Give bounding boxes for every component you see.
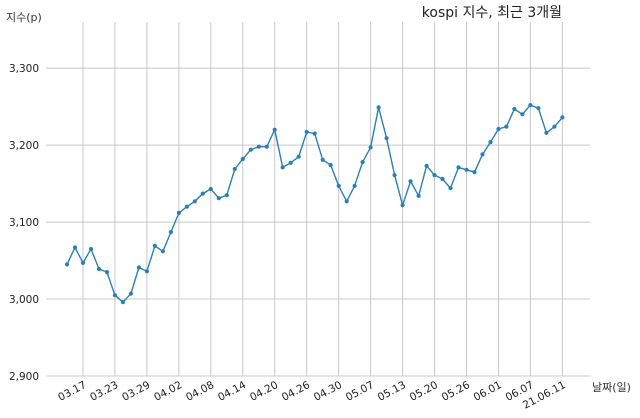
x-tick-label: 06.01 bbox=[472, 379, 504, 404]
data-point bbox=[64, 262, 70, 267]
series-layer bbox=[64, 103, 565, 305]
x-tick-label: 04.14 bbox=[216, 379, 248, 404]
data-point bbox=[152, 243, 157, 248]
y-tick-label: 2,900 bbox=[9, 371, 39, 383]
data-point bbox=[560, 115, 565, 120]
data-point bbox=[72, 245, 78, 250]
x-tick-label: 05.26 bbox=[440, 379, 472, 404]
data-point bbox=[440, 176, 445, 182]
x-tick-label: 04.26 bbox=[280, 379, 312, 404]
data-point bbox=[328, 163, 333, 168]
grid-lines bbox=[46, 22, 590, 377]
x-tick-label: 05.20 bbox=[408, 379, 440, 404]
data-point bbox=[472, 170, 477, 175]
data-point bbox=[464, 167, 469, 172]
data-point bbox=[240, 156, 245, 162]
data-point bbox=[200, 191, 205, 196]
y-axis-label: 지수(p) bbox=[6, 11, 42, 24]
data-point bbox=[80, 260, 86, 265]
data-point bbox=[520, 112, 525, 117]
data-point bbox=[96, 266, 102, 272]
data-point bbox=[336, 183, 341, 188]
x-tick-label: 05.07 bbox=[344, 379, 376, 404]
x-tick-label: 04.30 bbox=[312, 379, 344, 404]
data-point bbox=[272, 127, 277, 132]
x-tick-labels: 03.17 03.23 03.29 04.02 04.08 04.14 04.20 04.26… bbox=[56, 379, 568, 412]
data-point bbox=[168, 230, 173, 235]
data-point bbox=[320, 157, 325, 162]
data-point bbox=[248, 147, 253, 152]
data-point bbox=[368, 145, 373, 150]
data-point bbox=[512, 106, 517, 112]
data-point bbox=[208, 186, 213, 192]
x-tick-label: 04.20 bbox=[248, 379, 280, 404]
data-point bbox=[216, 196, 221, 201]
y-tick-label: 3,100 bbox=[9, 217, 39, 229]
data-point bbox=[488, 140, 493, 145]
y-tick-label: 3,200 bbox=[9, 140, 39, 152]
data-point bbox=[144, 269, 149, 274]
x-tick-label: 04.02 bbox=[152, 379, 184, 404]
data-point bbox=[392, 173, 397, 178]
y-tick-labels: 2,900 3,000 3,100 3,200 3,300 bbox=[9, 63, 39, 383]
data-point bbox=[360, 160, 365, 165]
data-point bbox=[424, 163, 429, 168]
data-point bbox=[136, 265, 141, 270]
data-point bbox=[280, 165, 285, 170]
x-axis-label: 날짜(일) bbox=[592, 380, 631, 394]
x-tick-label: 03.17 bbox=[56, 379, 88, 404]
data-point bbox=[120, 300, 125, 305]
data-point bbox=[176, 210, 181, 215]
data-point bbox=[232, 166, 237, 172]
data-point bbox=[128, 291, 133, 296]
data-point bbox=[296, 154, 301, 159]
data-point bbox=[224, 193, 229, 198]
data-point bbox=[184, 204, 189, 209]
x-tick-label: 03.29 bbox=[120, 379, 152, 404]
data-point bbox=[416, 193, 421, 198]
data-point bbox=[408, 179, 413, 184]
x-tick-label: 04.08 bbox=[184, 379, 216, 404]
data-point bbox=[480, 152, 485, 157]
data-point bbox=[88, 246, 94, 252]
data-point bbox=[528, 103, 533, 108]
data-point bbox=[544, 130, 549, 135]
data-point bbox=[256, 144, 261, 149]
data-point bbox=[496, 126, 501, 132]
data-point bbox=[384, 136, 389, 141]
x-tick-label: 03.23 bbox=[88, 379, 120, 404]
data-point bbox=[304, 129, 309, 135]
data-point bbox=[552, 124, 557, 129]
data-point bbox=[432, 173, 437, 178]
x-tick-label: 05.13 bbox=[376, 379, 408, 404]
y-tick-label: 3,000 bbox=[9, 294, 39, 306]
data-point bbox=[160, 249, 165, 254]
data-point bbox=[536, 106, 541, 111]
data-point bbox=[288, 160, 293, 165]
data-point bbox=[376, 105, 381, 110]
data-point bbox=[104, 270, 110, 275]
data-point bbox=[400, 203, 405, 208]
data-point bbox=[448, 186, 453, 191]
chart-title: kospi 지수, 최근 3개월 bbox=[422, 5, 562, 21]
y-tick-label: 3,300 bbox=[9, 63, 39, 75]
data-point bbox=[312, 131, 317, 136]
data-point bbox=[456, 165, 461, 170]
data-point bbox=[352, 183, 357, 188]
data-point bbox=[504, 124, 509, 129]
data-point bbox=[344, 199, 349, 204]
data-point bbox=[264, 144, 269, 149]
data-point bbox=[112, 293, 117, 298]
data-point bbox=[192, 199, 197, 204]
